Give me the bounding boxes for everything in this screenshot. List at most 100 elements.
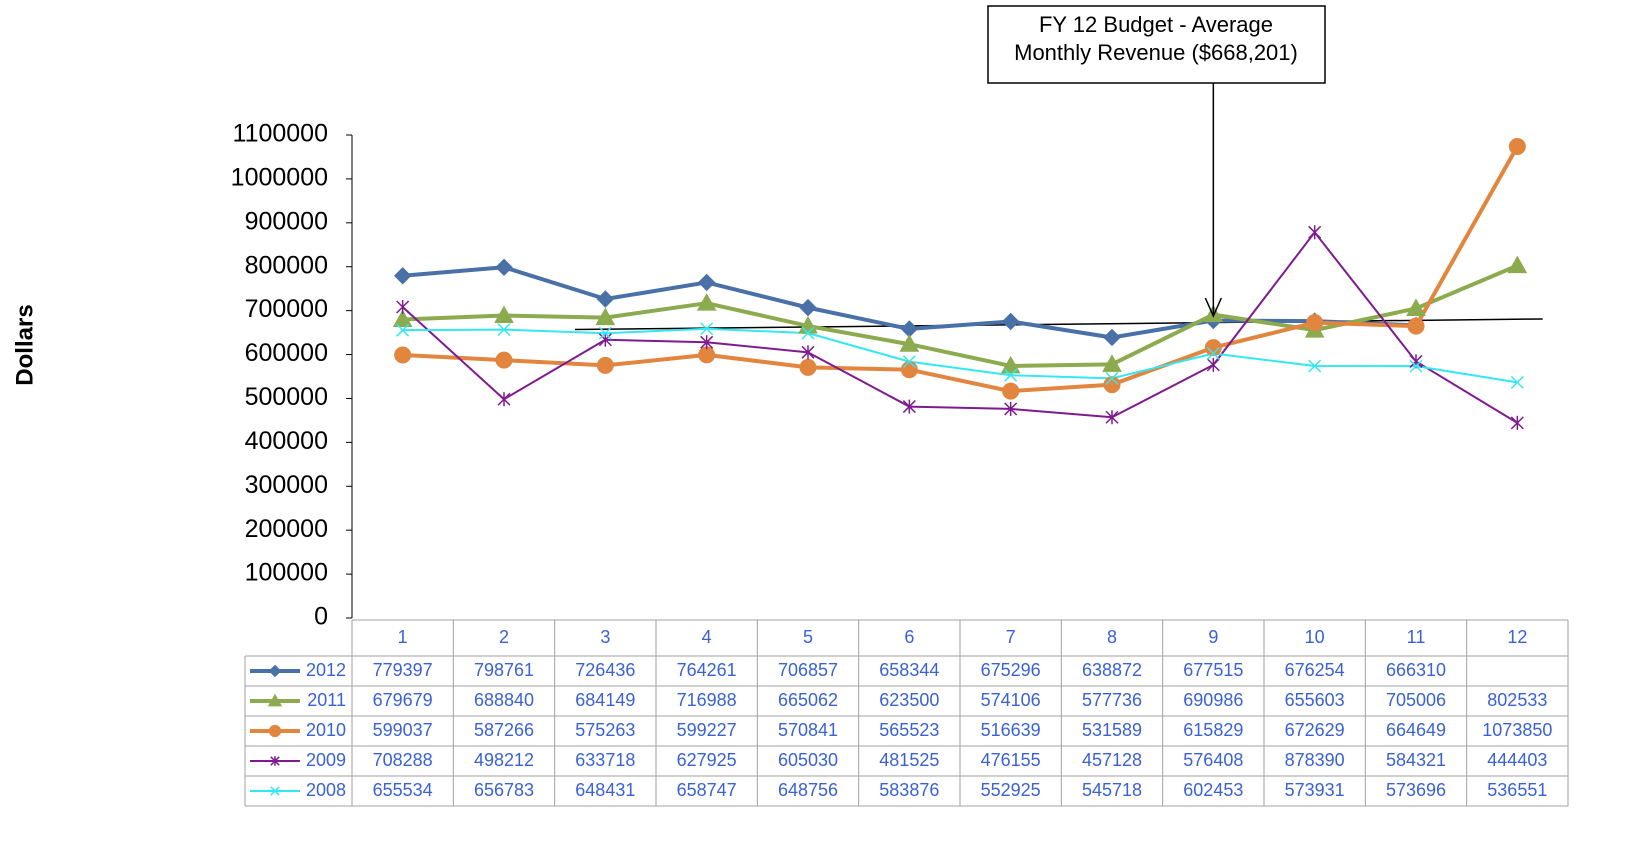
- series-line: [402, 145, 1520, 394]
- marker: [1508, 137, 1526, 155]
- marker: [700, 335, 714, 350]
- marker: [595, 307, 616, 326]
- y-tick-label: 500000: [245, 383, 328, 411]
- series-line: [401, 231, 1518, 424]
- table-cell: 706857: [778, 660, 838, 680]
- table-header: 3: [600, 627, 610, 647]
- marker: [270, 756, 280, 766]
- marker: [696, 293, 717, 311]
- marker: [1004, 401, 1018, 416]
- marker: [598, 332, 612, 347]
- table-cell: 615829: [1183, 720, 1243, 740]
- marker: [1407, 317, 1425, 335]
- marker: [902, 399, 916, 414]
- table-header: 2: [499, 627, 509, 647]
- table-cell: 457128: [1082, 750, 1142, 770]
- table-cell: 481525: [879, 750, 939, 770]
- marker: [1103, 376, 1121, 394]
- marker: [1409, 359, 1423, 373]
- marker: [1102, 354, 1122, 372]
- table-cell: 570841: [778, 720, 838, 740]
- legend-item: 2012: [250, 660, 346, 680]
- table-cell: 1073850: [1482, 720, 1552, 740]
- legend-label: 2011: [307, 690, 346, 710]
- table-header: 1: [398, 627, 408, 647]
- marker: [1000, 355, 1021, 374]
- marker: [495, 258, 513, 276]
- marker: [268, 724, 282, 738]
- table-cell: 677515: [1183, 660, 1243, 680]
- table-cell: 684149: [575, 690, 635, 710]
- table-cell: 627925: [677, 750, 737, 770]
- annotation-box: [987, 5, 1326, 84]
- table-cell: 545718: [1082, 780, 1142, 800]
- annotation-text: FY 12 Budget - Average: [1039, 12, 1273, 37]
- marker: [396, 323, 410, 337]
- table-cell: 573696: [1386, 780, 1446, 800]
- marker: [1002, 382, 1020, 400]
- marker: [1306, 314, 1324, 332]
- marker: [392, 309, 413, 328]
- marker: [596, 290, 615, 308]
- marker: [799, 358, 817, 376]
- marker: [801, 326, 815, 340]
- marker: [1308, 225, 1322, 240]
- marker: [902, 355, 916, 369]
- table-cell: 705006: [1386, 690, 1446, 710]
- table-cell: 623500: [879, 690, 939, 710]
- table-cell: 599037: [373, 720, 433, 740]
- table-cell: 802533: [1487, 690, 1547, 710]
- legend-item: 2010: [250, 720, 346, 740]
- marker: [596, 356, 614, 374]
- table-cell: 658344: [879, 660, 939, 680]
- table-header: 4: [702, 627, 712, 647]
- table-cell: 656783: [474, 780, 534, 800]
- marker: [270, 786, 280, 796]
- table-cell: 666310: [1386, 660, 1446, 680]
- table-cell: 602453: [1183, 780, 1243, 800]
- table-cell: 576408: [1183, 750, 1243, 770]
- marker: [494, 305, 514, 324]
- marker: [396, 299, 410, 314]
- table-cell: 665062: [778, 690, 838, 710]
- marker: [1105, 371, 1119, 385]
- table-header: 8: [1107, 627, 1117, 647]
- table-cell: 679679: [373, 690, 433, 710]
- table-cell: 655603: [1285, 690, 1345, 710]
- series-line: [402, 327, 1518, 384]
- marker: [700, 322, 714, 336]
- table-cell: 605030: [778, 750, 838, 770]
- annotation-arrowhead: [1204, 297, 1223, 318]
- reference-line: [574, 318, 1543, 331]
- table-cell: 638872: [1082, 660, 1142, 680]
- series-line: [402, 263, 1519, 368]
- marker: [1001, 312, 1020, 331]
- legend-label: 2012: [306, 660, 346, 680]
- marker: [267, 693, 283, 707]
- marker: [497, 392, 511, 407]
- marker: [801, 345, 815, 360]
- table-header: 9: [1208, 627, 1218, 647]
- table-cell: 574106: [981, 690, 1041, 710]
- y-tick-label: 600000: [245, 339, 328, 367]
- table-header: 12: [1507, 627, 1527, 647]
- marker: [495, 351, 513, 369]
- legend-item: 2011: [250, 690, 346, 710]
- table-cell: 536551: [1487, 780, 1547, 800]
- y-tick-label: 400000: [245, 427, 328, 455]
- marker: [1004, 368, 1018, 382]
- table-cell: 726436: [575, 660, 635, 680]
- table-cell: 565523: [879, 720, 939, 740]
- table-header: 11: [1407, 627, 1426, 647]
- legend-label: 2009: [306, 750, 346, 770]
- table-cell: 672629: [1285, 720, 1345, 740]
- marker: [697, 273, 716, 292]
- y-tick-label: 100000: [245, 559, 328, 587]
- marker: [598, 326, 612, 340]
- y-tick-label: 1000000: [231, 164, 328, 192]
- table-cell: 688840: [474, 690, 534, 710]
- y-tick-label: 1100000: [233, 120, 328, 148]
- marker: [799, 298, 817, 317]
- marker: [394, 346, 412, 364]
